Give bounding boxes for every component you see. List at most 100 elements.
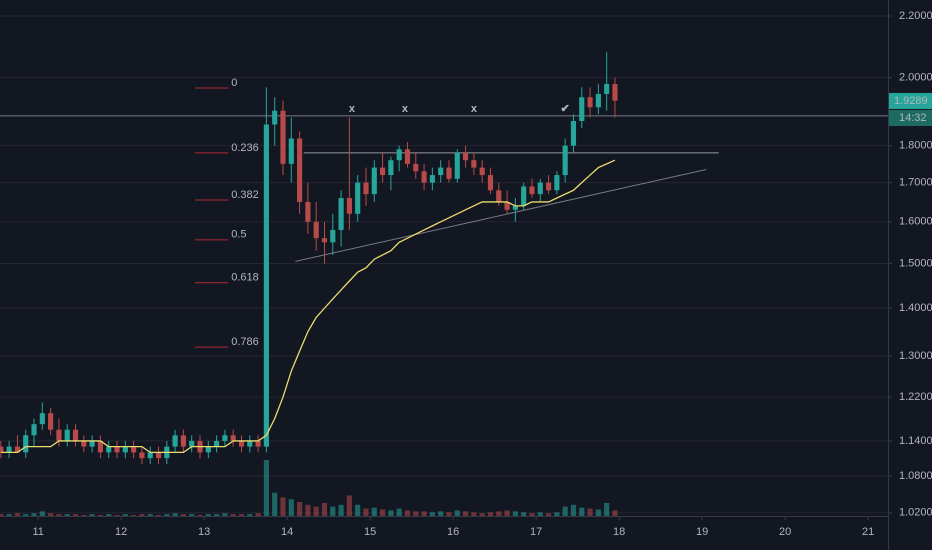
- candle-body: [330, 229, 336, 243]
- fib-label: 0.5: [231, 229, 246, 241]
- volume-bar: [238, 514, 245, 516]
- candle-body: [238, 440, 245, 447]
- volume-bar: [537, 512, 543, 516]
- y-tick-label: 2.0000: [899, 71, 932, 83]
- volume-bar: [413, 511, 419, 516]
- candle-body: [222, 435, 228, 441]
- candle-body: [255, 440, 261, 447]
- volume-bar: [604, 502, 610, 516]
- candle-body: [413, 163, 419, 172]
- candle-body: [579, 97, 585, 122]
- volume-bar: [570, 504, 577, 516]
- volume-bar: [487, 512, 494, 516]
- candle-body: [56, 429, 62, 441]
- volume-bar: [147, 514, 153, 516]
- volume-bar: [172, 513, 178, 516]
- candle-body: [537, 182, 543, 195]
- candle-body: [172, 435, 178, 447]
- volume-bar: [512, 511, 518, 516]
- volume-bar: [554, 512, 560, 516]
- volume-bar: [454, 510, 460, 516]
- volume-bar: [396, 508, 402, 516]
- candle-body: [205, 446, 211, 453]
- volume-bar: [521, 512, 527, 516]
- candle-body: [147, 452, 153, 459]
- fib-label: 0.382: [231, 189, 259, 201]
- volume-bar: [280, 497, 286, 516]
- volume-bar: [81, 515, 87, 516]
- candle-body: [570, 121, 577, 146]
- x-tick-label: 14: [281, 526, 293, 538]
- marker: x: [471, 103, 478, 115]
- y-tick-label: 1.4000: [899, 302, 932, 314]
- candle-body: [0, 446, 4, 453]
- volume-bar: [23, 514, 29, 516]
- volume-bar: [446, 512, 452, 516]
- volume-bar: [72, 514, 79, 516]
- reference-line: [295, 168, 707, 262]
- x-tick-label: 19: [696, 526, 708, 538]
- candle-body: [404, 149, 411, 164]
- volume-bar: [122, 514, 128, 516]
- volume-bar: [371, 507, 377, 516]
- candle-body: [64, 429, 70, 441]
- volume-bar: [504, 510, 510, 516]
- candle-body: [612, 84, 618, 101]
- volume-bar: [139, 514, 145, 516]
- candle-body: [305, 201, 311, 222]
- candle-body: [355, 182, 361, 214]
- volume-bar: [39, 511, 45, 516]
- volume-bar: [380, 509, 386, 516]
- volume-bar: [587, 508, 593, 516]
- volume-bar: [438, 511, 444, 516]
- candle-body: [14, 446, 21, 453]
- y-tick-label: 1.7000: [899, 177, 932, 189]
- candle-body: [429, 175, 435, 183]
- volume-bar: [263, 460, 269, 516]
- x-tick-label: 20: [779, 526, 791, 538]
- volume-bar: [545, 513, 552, 516]
- y-tick-label: 1.1400: [899, 435, 932, 447]
- candle-body: [230, 435, 236, 441]
- y-tick-label: 1.0800: [899, 470, 932, 482]
- y-tick-label: 1.5000: [899, 257, 932, 269]
- candle-body: [396, 149, 402, 161]
- y-tick-label: 2.2000: [899, 10, 932, 22]
- volume-bar: [180, 514, 186, 516]
- candle-body: [6, 446, 12, 453]
- candle-body: [587, 97, 593, 108]
- volume-bar: [48, 513, 54, 516]
- candle-body: [562, 145, 568, 176]
- candle-body: [81, 440, 87, 447]
- candle-body: [521, 186, 527, 206]
- y-tick-label: 1.0200: [899, 507, 932, 519]
- y-tick-label: 1.8000: [899, 140, 932, 152]
- last-price-box: [889, 92, 932, 109]
- candle-body: [23, 435, 29, 453]
- fib-label: 0.236: [231, 142, 259, 154]
- volume-bar: [197, 515, 203, 516]
- x-tick-label: 15: [364, 526, 376, 538]
- volume-bar: [562, 506, 568, 516]
- volume-bar: [255, 513, 261, 516]
- countdown-label: 14:32: [899, 112, 927, 124]
- candle-body: [496, 190, 502, 202]
- volume-bar: [131, 515, 137, 516]
- candle-body: [463, 152, 469, 161]
- y-tick-label: 1.6000: [899, 216, 932, 228]
- candle-body: [479, 167, 485, 176]
- candle-body: [122, 446, 128, 453]
- volume-bar: [463, 511, 469, 516]
- candle-body: [512, 205, 518, 210]
- fib-label: 0.618: [231, 272, 259, 284]
- volume-bar: [164, 514, 170, 516]
- candle-body: [388, 160, 394, 176]
- candle-body: [72, 429, 79, 441]
- candle-body: [421, 171, 427, 183]
- volume-bar: [313, 506, 319, 516]
- candle-body: [595, 93, 601, 108]
- volume-bar: [106, 514, 112, 516]
- candle-body: [438, 167, 444, 176]
